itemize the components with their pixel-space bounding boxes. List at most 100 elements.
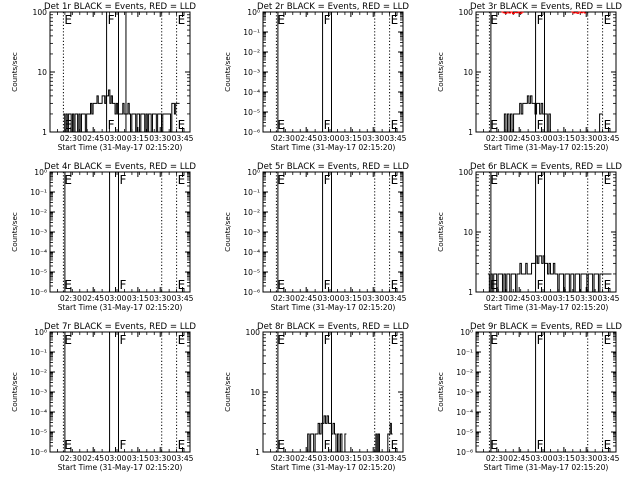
- y-tick-label: 10⁻¹: [243, 28, 260, 37]
- x-axis-label: Start Time (31-May-17 02:15:20): [484, 303, 609, 312]
- x-tick-label: 03:45: [172, 454, 194, 463]
- panel-title: Det 8r BLACK = Events, RED = LLD: [257, 322, 409, 332]
- y-axis-label: Counts/sec: [436, 372, 445, 412]
- flag-bottom: E: [490, 438, 498, 452]
- x-tick-label: 03:45: [385, 454, 407, 463]
- y-tick-label: 10⁻¹: [456, 348, 473, 357]
- flag-bottom: E: [64, 438, 72, 452]
- flag-bottom: E: [64, 278, 72, 292]
- flag-bottom: E: [604, 278, 612, 292]
- x-tick-label: 02:45: [295, 134, 317, 143]
- plot-frame: [475, 331, 617, 453]
- flag-bottom: F: [537, 118, 544, 132]
- x-tick-label: 03:45: [172, 294, 194, 303]
- y-tick-label: 10⁰: [247, 168, 260, 177]
- flag-top: E: [64, 173, 72, 187]
- y-tick-label: 10⁰: [247, 8, 260, 17]
- flag-top: E: [391, 13, 399, 27]
- x-tick-label: 02:45: [508, 134, 530, 143]
- x-tick-label: 03:00: [105, 454, 127, 463]
- flag-top: E: [604, 333, 612, 347]
- flag-bottom: E: [277, 118, 285, 132]
- detector-panel-9: Det 9r BLACK = Events, RED = LLD Counts/s…: [436, 322, 622, 472]
- y-axis-label: Counts/sec: [223, 372, 232, 412]
- panel-title: Det 3r BLACK = Events, RED = LLD: [470, 2, 622, 12]
- panel-title: Det 7r BLACK = Events, RED = LLD: [44, 322, 196, 332]
- y-tick-label: 10⁻⁶: [243, 128, 260, 137]
- flag-bottom: E: [178, 278, 186, 292]
- flag-top: E: [604, 173, 612, 187]
- lld-series-line: [501, 11, 524, 15]
- x-tick-label: 03:15: [553, 294, 575, 303]
- flag-bottom: F: [120, 278, 127, 292]
- x-tick-label: 02:45: [82, 454, 104, 463]
- plot-frame: [262, 11, 404, 133]
- x-tick-label: 02:45: [82, 294, 104, 303]
- flag-top: F: [537, 333, 544, 347]
- flag-top: E: [490, 333, 498, 347]
- x-tick-label: 03:30: [362, 134, 384, 143]
- flag-top: F: [537, 173, 544, 187]
- y-tick-label: 100: [33, 8, 48, 17]
- flag-top: F: [537, 13, 544, 27]
- flag-top: E: [64, 13, 72, 27]
- x-tick-label: 02:30: [273, 134, 295, 143]
- y-tick-label: 1: [468, 288, 473, 297]
- y-tick-label: 10⁻⁵: [243, 108, 260, 117]
- x-axis-label: Start Time (31-May-17 02:15:20): [58, 143, 183, 152]
- y-axis-label: Counts/sec: [10, 212, 19, 252]
- x-axis-label: Start Time (31-May-17 02:15:20): [58, 463, 183, 472]
- y-tick-label: 10⁻⁴: [243, 88, 260, 97]
- flag-bottom: E: [178, 118, 186, 132]
- detector-panel-3: Det 3r BLACK = Events, RED = LLD Counts/s…: [436, 2, 622, 152]
- y-axis-label: Counts/sec: [10, 52, 19, 92]
- x-tick-label: 02:45: [508, 454, 530, 463]
- events-series-line: [306, 415, 347, 453]
- panel-title: Det 5r BLACK = Events, RED = LLD: [257, 162, 409, 172]
- x-tick-label: 03:15: [127, 134, 149, 143]
- flag-top: F: [324, 13, 331, 27]
- x-axis-label: Start Time (31-May-17 02:15:20): [484, 143, 609, 152]
- flag-top: E: [277, 173, 285, 187]
- detector-panel-2: Det 2r BLACK = Events, RED = LLD Counts/s…: [223, 2, 409, 152]
- flag-bottom: E: [391, 118, 399, 132]
- x-tick-label: 02:45: [295, 454, 317, 463]
- flag-top: E: [490, 13, 498, 27]
- events-series-line: [374, 433, 381, 453]
- x-tick-label: 03:00: [531, 454, 553, 463]
- flag-bottom: E: [391, 438, 399, 452]
- y-tick-label: 100: [246, 328, 261, 337]
- x-axis-label: Start Time (31-May-17 02:15:20): [58, 303, 183, 312]
- x-tick-label: 02:30: [60, 294, 82, 303]
- y-tick-label: 10: [463, 68, 473, 77]
- y-tick-label: 10⁻²: [30, 368, 47, 377]
- x-tick-label: 03:30: [575, 134, 597, 143]
- y-tick-label: 10: [463, 228, 473, 237]
- x-tick-label: 03:15: [340, 454, 362, 463]
- y-tick-label: 1: [42, 128, 47, 137]
- x-tick-label: 03:15: [553, 454, 575, 463]
- events-series-line: [501, 95, 555, 133]
- flag-bottom: F: [108, 118, 115, 132]
- flag-bottom: E: [277, 278, 285, 292]
- y-tick-label: 10⁻²: [456, 368, 473, 377]
- flag-bottom: E: [277, 438, 285, 452]
- flag-bottom: E: [391, 278, 399, 292]
- x-tick-label: 03:15: [340, 294, 362, 303]
- x-tick-label: 03:45: [385, 294, 407, 303]
- x-tick-label: 02:30: [486, 454, 508, 463]
- x-tick-label: 03:00: [531, 134, 553, 143]
- events-series-line: [487, 255, 612, 293]
- flag-top: E: [277, 13, 285, 27]
- x-tick-label: 03:15: [340, 134, 362, 143]
- x-tick-label: 03:30: [575, 454, 597, 463]
- x-tick-label: 02:30: [60, 454, 82, 463]
- y-tick-label: 1: [468, 128, 473, 137]
- x-tick-label: 02:30: [60, 134, 82, 143]
- y-tick-label: 10⁻¹: [30, 188, 47, 197]
- y-tick-label: 10⁰: [460, 328, 473, 337]
- plot-frame: [262, 171, 404, 293]
- x-tick-label: 03:15: [553, 134, 575, 143]
- y-tick-label: 10⁻³: [456, 388, 473, 397]
